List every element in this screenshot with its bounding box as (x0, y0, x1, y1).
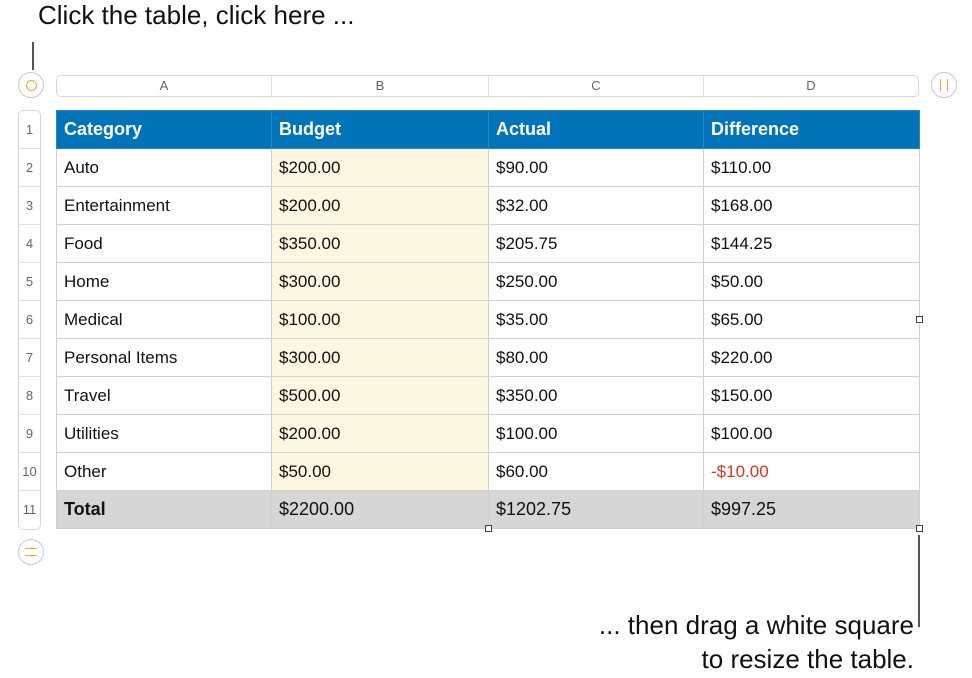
column-header-b[interactable]: B (272, 76, 489, 96)
total-cell[interactable]: $997.25 (703, 490, 920, 529)
row-handle-icon (25, 548, 37, 556)
callout-bottom-2: to resize the table. (701, 644, 914, 674)
add-column-button[interactable] (931, 72, 957, 98)
difference-cell[interactable]: $65.00 (703, 300, 920, 339)
category-cell[interactable]: Food (56, 224, 272, 263)
difference-cell[interactable]: $110.00 (703, 148, 920, 187)
category-cell[interactable]: Medical (56, 300, 272, 339)
add-row-button[interactable] (18, 539, 44, 565)
difference-cell[interactable]: $220.00 (703, 338, 920, 377)
table-row: Utilities $200.00 $100.00 $100.00 (56, 414, 920, 453)
select-table-button[interactable] (18, 72, 44, 98)
callout-bottom-1: ... then drag a white square (598, 610, 914, 640)
category-cell[interactable]: Auto (56, 148, 272, 187)
difference-cell[interactable]: -$10.00 (703, 452, 920, 491)
actual-cell[interactable]: $60.00 (488, 452, 704, 491)
column-header-d[interactable]: D (806, 78, 816, 93)
actual-cell[interactable]: $350.00 (488, 376, 704, 415)
row-header[interactable]: 8 (19, 377, 40, 415)
row-header[interactable]: 4 (19, 225, 40, 263)
budget-cell[interactable]: $300.00 (271, 338, 489, 377)
row-header[interactable]: 10 (19, 453, 40, 491)
circle-icon (25, 79, 37, 91)
total-label[interactable]: Total (56, 490, 272, 529)
header-cell[interactable]: Budget (271, 110, 489, 149)
actual-cell[interactable]: $32.00 (488, 186, 704, 225)
row-header[interactable]: 3 (19, 187, 40, 225)
total-row: Total $2200.00 $1202.75 $997.25 (56, 490, 920, 529)
total-cell[interactable]: $2200.00 (271, 490, 489, 529)
actual-cell[interactable]: $250.00 (488, 262, 704, 301)
column-handle-icon (940, 79, 948, 91)
header-cell[interactable]: Actual (488, 110, 704, 149)
difference-cell[interactable]: $100.00 (703, 414, 920, 453)
budget-cell[interactable]: $50.00 (271, 452, 489, 491)
row-header-bar[interactable]: 1 2 3 4 5 6 7 8 9 10 11 (18, 110, 41, 530)
row-header[interactable]: 6 (19, 301, 40, 339)
difference-cell[interactable]: $50.00 (703, 262, 920, 301)
difference-cell[interactable]: $168.00 (703, 186, 920, 225)
budget-table[interactable]: Category Budget Actual Difference Auto $2… (56, 110, 920, 529)
category-cell[interactable]: Home (56, 262, 272, 301)
row-header[interactable]: 9 (19, 415, 40, 453)
header-cell[interactable]: Difference (703, 110, 920, 149)
row-header[interactable]: 1 (19, 111, 40, 149)
budget-cell[interactable]: $500.00 (271, 376, 489, 415)
total-cell[interactable]: $1202.75 (488, 490, 704, 529)
callout-line-bottom (918, 535, 920, 627)
table-row: Travel $500.00 $350.00 $150.00 (56, 376, 920, 415)
header-cell[interactable]: Category (56, 110, 272, 149)
resize-handle-right[interactable] (916, 316, 923, 323)
difference-cell[interactable]: $144.25 (703, 224, 920, 263)
table-row: Food $350.00 $205.75 $144.25 (56, 224, 920, 263)
row-header[interactable]: 5 (19, 263, 40, 301)
actual-cell[interactable]: $100.00 (488, 414, 704, 453)
table-row: Auto $200.00 $90.00 $110.00 (56, 148, 920, 187)
column-header-bar[interactable]: A B C D (56, 75, 919, 97)
table-row: Home $300.00 $250.00 $50.00 (56, 262, 920, 301)
budget-cell[interactable]: $300.00 (271, 262, 489, 301)
budget-cell[interactable]: $200.00 (271, 414, 489, 453)
table-row: Medical $100.00 $35.00 $65.00 (56, 300, 920, 339)
row-header[interactable]: 7 (19, 339, 40, 377)
category-cell[interactable]: Personal Items (56, 338, 272, 377)
budget-cell[interactable]: $200.00 (271, 148, 489, 187)
callout-top: Click the table, click here ... (38, 0, 355, 30)
column-header-c[interactable]: C (489, 76, 704, 96)
table-row: Entertainment $200.00 $32.00 $168.00 (56, 186, 920, 225)
budget-cell[interactable]: $100.00 (271, 300, 489, 339)
resize-handle-corner[interactable] (916, 525, 923, 532)
actual-cell[interactable]: $90.00 (488, 148, 704, 187)
callout-line-top (32, 42, 34, 70)
budget-cell[interactable]: $350.00 (271, 224, 489, 263)
resize-handle-bottom[interactable] (485, 525, 492, 532)
row-header[interactable]: 11 (22, 502, 37, 517)
row-header[interactable]: 2 (19, 149, 40, 187)
budget-cell[interactable]: $200.00 (271, 186, 489, 225)
column-header-a[interactable]: A (57, 76, 272, 96)
category-cell[interactable]: Travel (56, 376, 272, 415)
actual-cell[interactable]: $80.00 (488, 338, 704, 377)
header-row: Category Budget Actual Difference (56, 110, 920, 149)
table-row: Other $50.00 $60.00 -$10.00 (56, 452, 920, 491)
category-cell[interactable]: Entertainment (56, 186, 272, 225)
category-cell[interactable]: Other (56, 452, 272, 491)
category-cell[interactable]: Utilities (56, 414, 272, 453)
actual-cell[interactable]: $205.75 (488, 224, 704, 263)
table-row: Personal Items $300.00 $80.00 $220.00 (56, 338, 920, 377)
actual-cell[interactable]: $35.00 (488, 300, 704, 339)
difference-cell[interactable]: $150.00 (703, 376, 920, 415)
